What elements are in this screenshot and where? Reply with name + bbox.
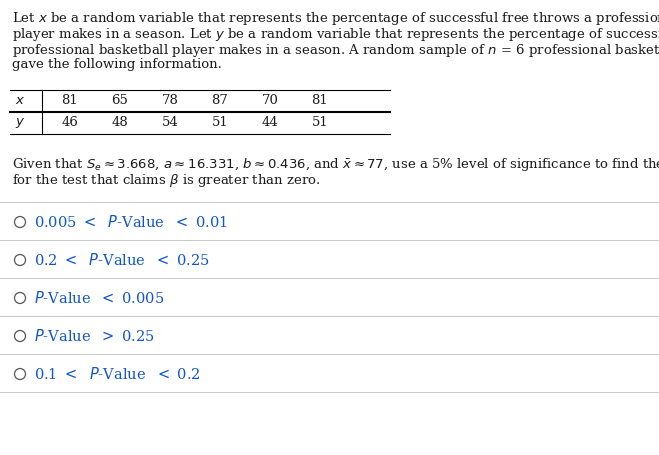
Text: 48: 48 (111, 116, 129, 130)
Text: 0.2 $<$  $P$-Value  $<$ 0.25: 0.2 $<$ $P$-Value $<$ 0.25 (34, 252, 210, 268)
Text: $y$: $y$ (15, 116, 25, 130)
Text: player makes in a season. Let $y$ be a random variable that represents the perce: player makes in a season. Let $y$ be a r… (12, 26, 659, 43)
Text: 87: 87 (212, 95, 229, 107)
Text: 65: 65 (111, 95, 129, 107)
Text: 81: 81 (312, 95, 328, 107)
Text: 0.005 $<$  $P$-Value  $<$ 0.01: 0.005 $<$ $P$-Value $<$ 0.01 (34, 214, 228, 230)
Text: 51: 51 (212, 116, 229, 130)
Text: $x$: $x$ (15, 95, 25, 107)
Text: Given that $S_e \approx 3.668$, $a \approx 16.331$, $b \approx 0.436$, and $\bar: Given that $S_e \approx 3.668$, $a \appr… (12, 156, 659, 173)
Text: Let $x$ be a random variable that represents the percentage of successful free t: Let $x$ be a random variable that repres… (12, 10, 659, 27)
Text: 78: 78 (161, 95, 179, 107)
Text: 44: 44 (262, 116, 278, 130)
Text: professional basketball player makes in a season. A random sample of $n$ = 6 pro: professional basketball player makes in … (12, 42, 659, 59)
Text: 51: 51 (312, 116, 328, 130)
Text: 46: 46 (61, 116, 78, 130)
Text: 81: 81 (62, 95, 78, 107)
Text: gave the following information.: gave the following information. (12, 58, 222, 71)
Text: $P$-Value  $<$ 0.005: $P$-Value $<$ 0.005 (34, 290, 164, 306)
Text: 70: 70 (262, 95, 279, 107)
Text: $P$-Value  $>$ 0.25: $P$-Value $>$ 0.25 (34, 328, 155, 344)
Text: 0.1 $<$  $P$-Value  $<$ 0.2: 0.1 $<$ $P$-Value $<$ 0.2 (34, 366, 200, 382)
Text: for the test that claims $\beta$ is greater than zero.: for the test that claims $\beta$ is grea… (12, 172, 320, 189)
Text: 54: 54 (161, 116, 179, 130)
